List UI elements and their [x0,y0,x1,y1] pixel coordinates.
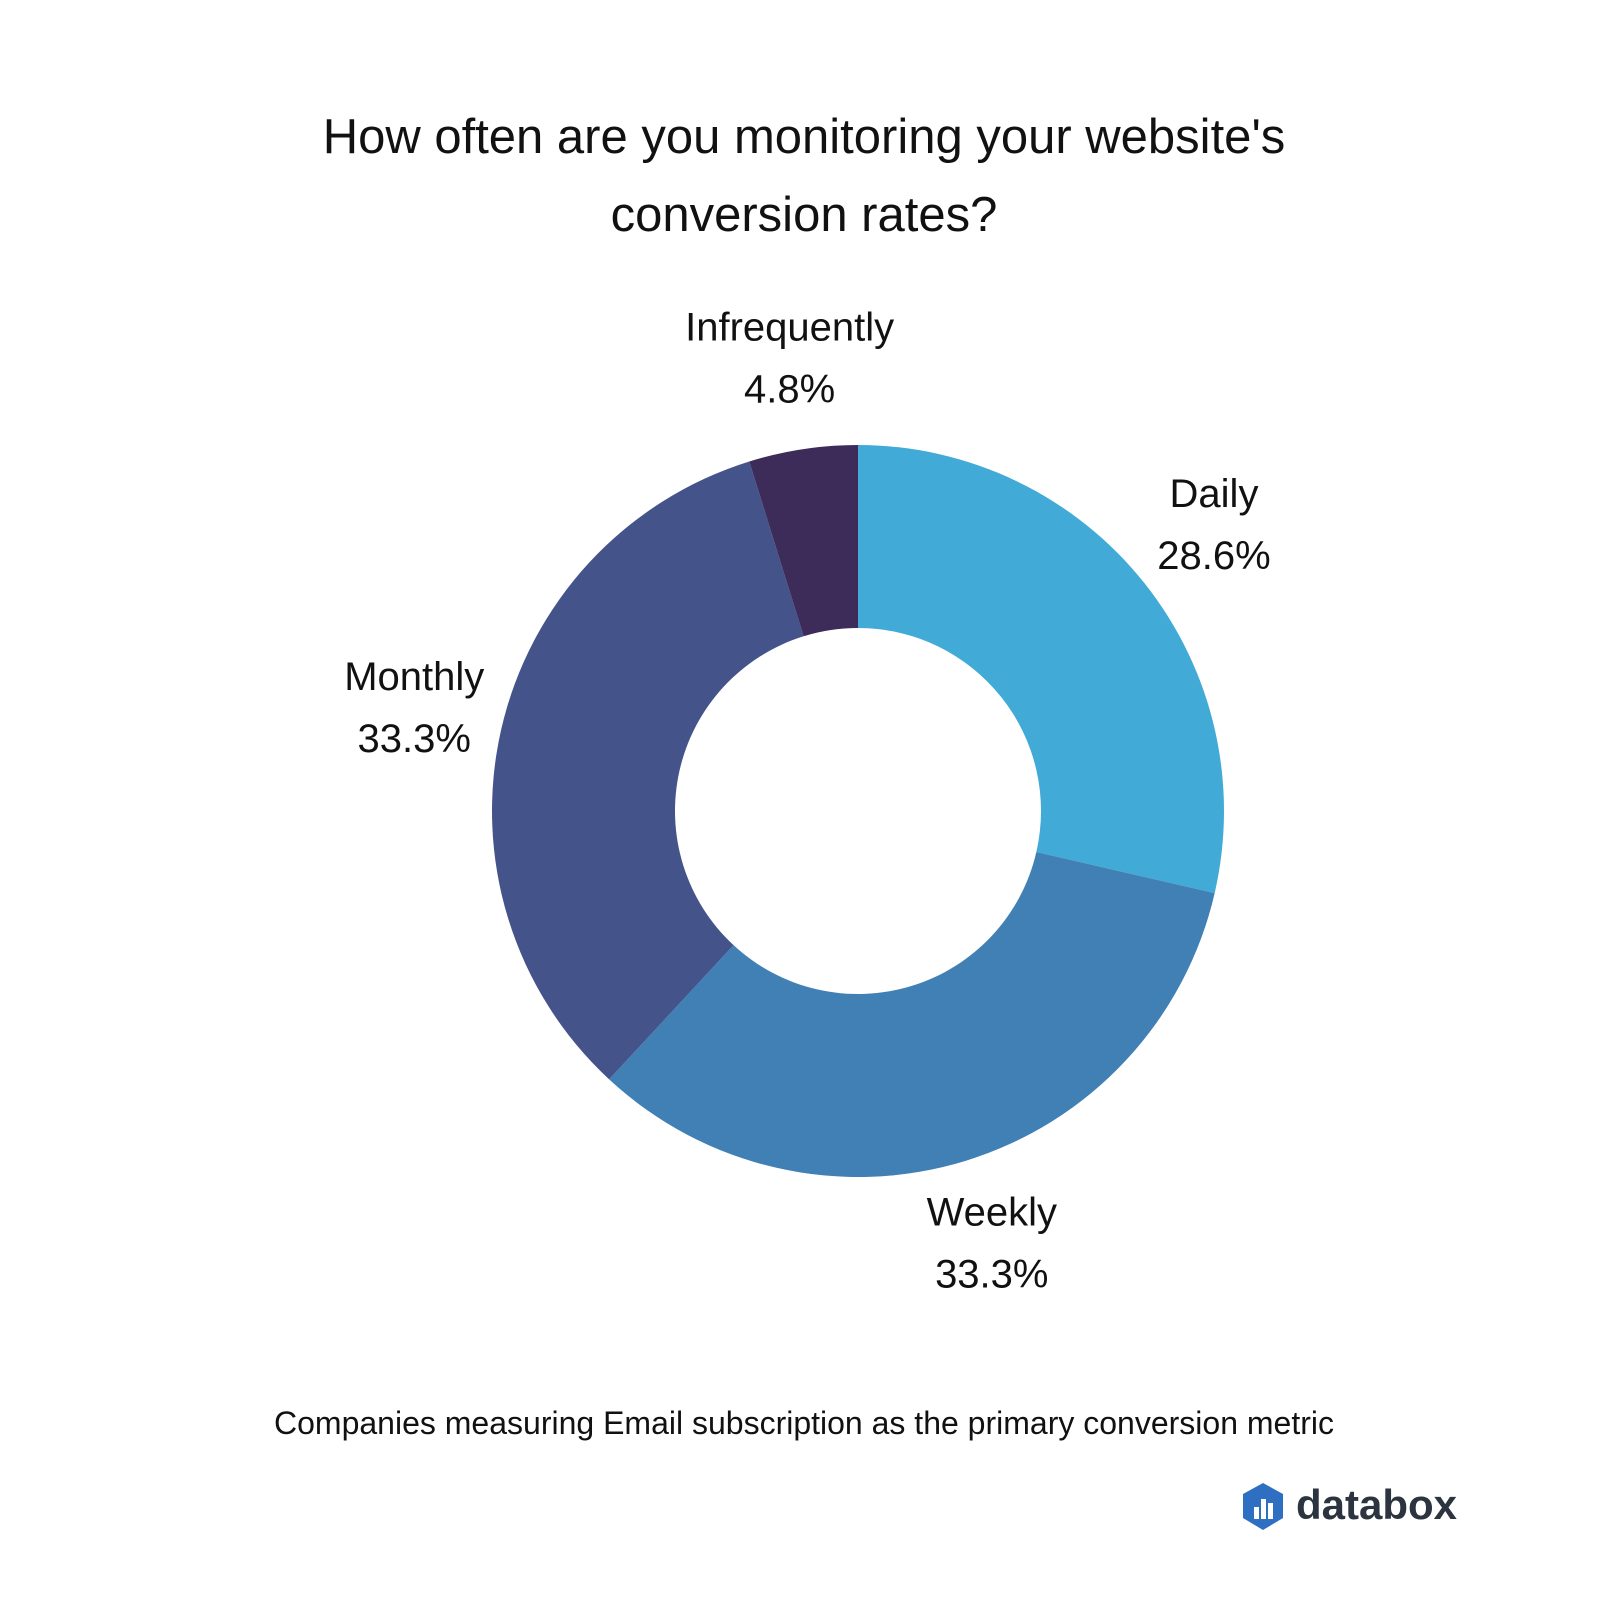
logo-icon [1243,1483,1283,1530]
slice-value-label: 4.8% [744,368,835,412]
donut-slice [492,461,804,1080]
slice-value-label: 33.3% [935,1252,1048,1296]
slice-value-label: 28.6% [1157,534,1270,578]
donut-slice [609,852,1215,1177]
slice-label: Infrequently [685,306,894,350]
donut-slice [858,445,1224,894]
chart-title: How often are you monitoring your websit… [322,110,1286,242]
donut-slice [749,445,858,637]
slice-value-label: 33.3% [358,717,471,761]
slice-label: Monthly [344,655,484,699]
slice-label: Daily [1170,472,1259,516]
footnote: Companies measuring Email subscription a… [274,1405,1334,1441]
logo: databox [1296,1481,1458,1528]
slice-label: Weekly [927,1190,1057,1234]
